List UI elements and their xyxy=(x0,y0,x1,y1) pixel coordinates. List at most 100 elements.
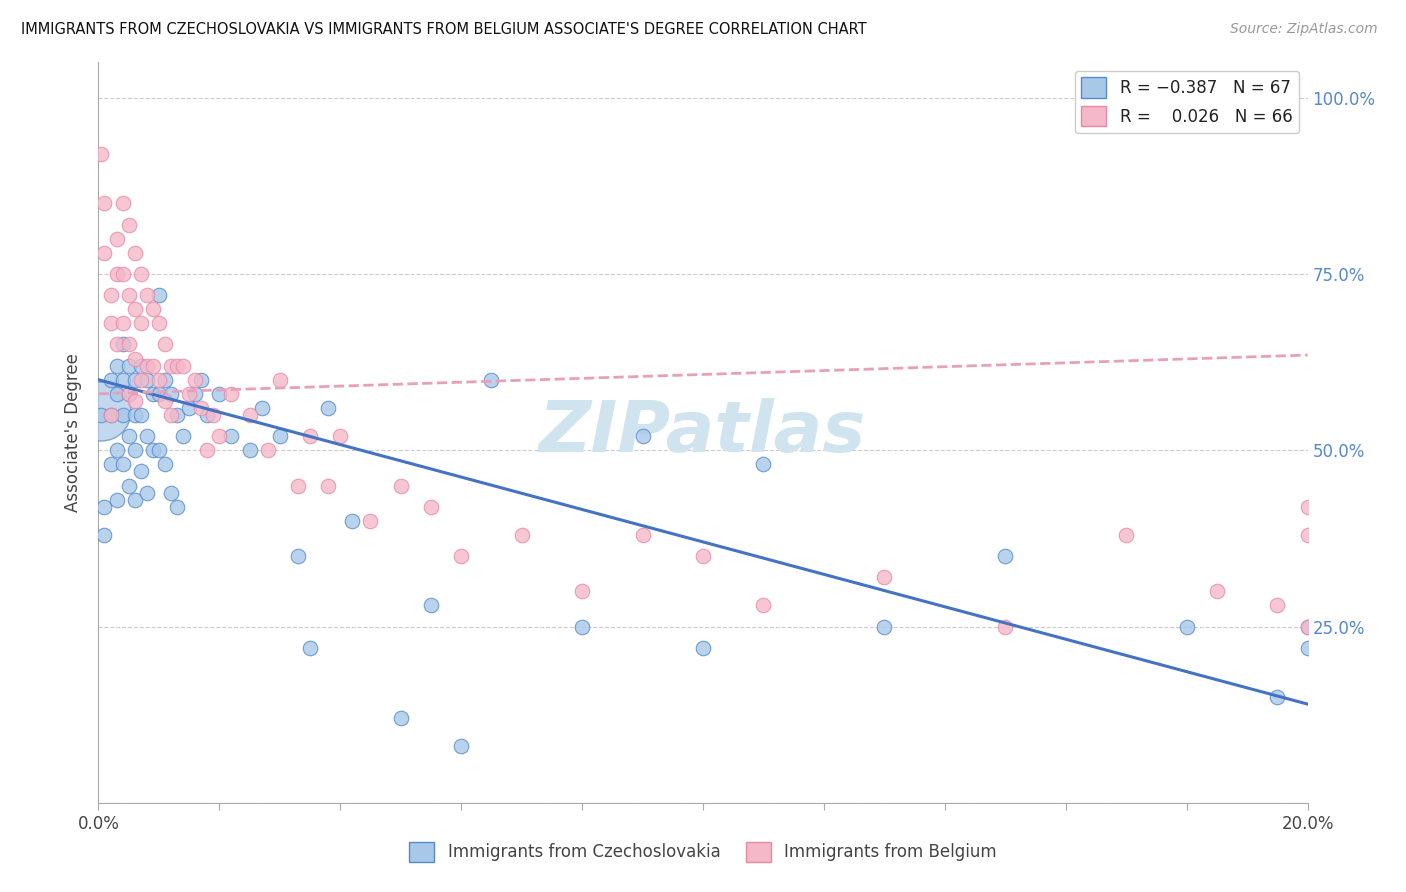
Point xyxy=(184,373,207,387)
Legend: Immigrants from Czechoslovakia, Immigrants from Belgium: Immigrants from Czechoslovakia, Immigran… xyxy=(402,835,1004,869)
Point xyxy=(153,458,176,472)
Point xyxy=(135,359,157,373)
Point xyxy=(1296,619,1319,633)
Point xyxy=(239,443,262,458)
Point xyxy=(316,401,339,415)
Point xyxy=(342,514,364,528)
Point xyxy=(1296,500,1319,514)
Point xyxy=(202,408,225,422)
Point xyxy=(111,373,134,387)
Point xyxy=(179,387,201,401)
Point xyxy=(1267,599,1289,613)
Point xyxy=(752,599,775,613)
Point xyxy=(420,500,443,514)
Point xyxy=(105,387,128,401)
Point xyxy=(190,373,212,387)
Point xyxy=(105,232,128,246)
Point xyxy=(166,359,188,373)
Point xyxy=(389,711,412,725)
Point xyxy=(105,337,128,351)
Point xyxy=(124,443,146,458)
Point xyxy=(111,316,134,330)
Point xyxy=(124,393,146,408)
Point xyxy=(1296,640,1319,655)
Point xyxy=(118,478,141,492)
Point xyxy=(111,196,134,211)
Point xyxy=(420,599,443,613)
Point xyxy=(105,267,128,281)
Point xyxy=(142,302,165,317)
Point xyxy=(100,408,122,422)
Point xyxy=(118,387,141,401)
Point xyxy=(129,359,152,373)
Point xyxy=(124,302,146,317)
Point xyxy=(111,408,134,422)
Point xyxy=(166,500,188,514)
Point xyxy=(153,337,176,351)
Point xyxy=(142,359,165,373)
Point xyxy=(1296,528,1319,542)
Point xyxy=(571,584,593,599)
Point xyxy=(221,429,243,443)
Point xyxy=(93,528,115,542)
Point xyxy=(269,429,291,443)
Point xyxy=(129,316,152,330)
Point xyxy=(631,528,654,542)
Point xyxy=(90,404,112,418)
Point xyxy=(221,387,243,401)
Point xyxy=(148,288,170,302)
Point xyxy=(287,549,309,563)
Point xyxy=(118,288,141,302)
Point xyxy=(299,429,322,443)
Point xyxy=(195,408,218,422)
Point xyxy=(1175,619,1198,633)
Point xyxy=(135,429,157,443)
Point xyxy=(100,458,122,472)
Point xyxy=(160,408,183,422)
Point xyxy=(129,267,152,281)
Point xyxy=(360,514,382,528)
Point xyxy=(111,267,134,281)
Point xyxy=(269,373,291,387)
Point xyxy=(142,443,165,458)
Point xyxy=(1206,584,1229,599)
Point xyxy=(994,619,1017,633)
Point xyxy=(90,147,112,161)
Point xyxy=(153,373,176,387)
Point xyxy=(148,387,170,401)
Point xyxy=(142,387,165,401)
Point xyxy=(287,478,309,492)
Point xyxy=(129,464,152,478)
Point xyxy=(124,408,146,422)
Point xyxy=(692,640,714,655)
Point xyxy=(93,196,115,211)
Point xyxy=(118,359,141,373)
Point xyxy=(752,458,775,472)
Point xyxy=(148,316,170,330)
Point xyxy=(129,373,152,387)
Point xyxy=(299,640,322,655)
Point xyxy=(184,387,207,401)
Point xyxy=(124,492,146,507)
Point xyxy=(118,218,141,232)
Point xyxy=(172,429,194,443)
Point xyxy=(153,393,176,408)
Point xyxy=(105,443,128,458)
Point xyxy=(118,337,141,351)
Point xyxy=(208,429,231,443)
Point xyxy=(160,359,183,373)
Point xyxy=(1115,528,1137,542)
Y-axis label: Associate's Degree: Associate's Degree xyxy=(65,353,83,512)
Point xyxy=(631,429,654,443)
Point xyxy=(160,387,183,401)
Point xyxy=(105,492,128,507)
Point xyxy=(250,401,273,415)
Point xyxy=(135,485,157,500)
Point xyxy=(124,351,146,366)
Point xyxy=(100,288,122,302)
Point xyxy=(994,549,1017,563)
Point xyxy=(111,337,134,351)
Point xyxy=(450,739,472,754)
Point xyxy=(100,316,122,330)
Point xyxy=(105,359,128,373)
